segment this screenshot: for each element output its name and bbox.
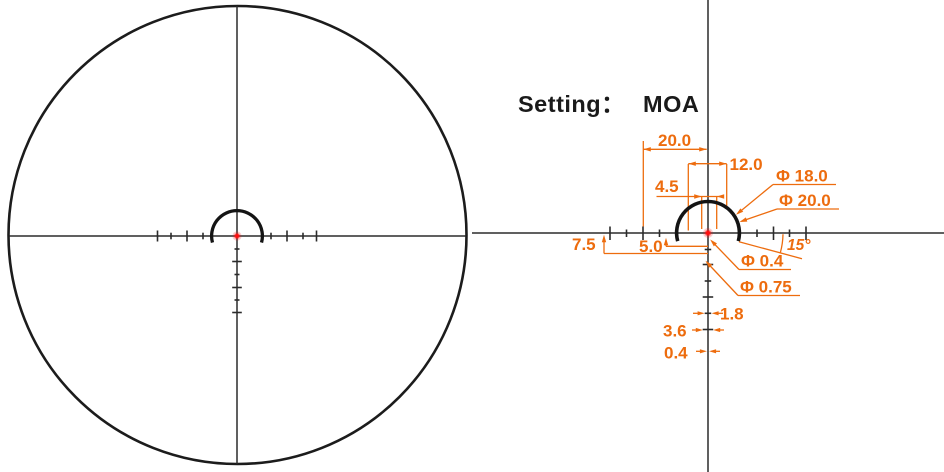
dim-long-tick-label: 3.6 xyxy=(663,322,687,341)
arrowhead xyxy=(713,327,721,333)
diagram-horizontal-ticks xyxy=(609,226,807,240)
arrowhead xyxy=(711,311,719,316)
dim-line-thickness-label: 0.4 xyxy=(664,344,688,363)
dim-mid-width-label: 12.0 xyxy=(730,155,763,174)
arrowhead xyxy=(719,161,727,166)
dim-long-tick: 3.6 xyxy=(663,322,724,341)
arrowhead xyxy=(697,311,705,316)
dim-short-tick: 1.8 xyxy=(693,305,744,324)
arrowhead xyxy=(709,349,717,354)
arrowhead xyxy=(736,208,744,215)
dim-left-subtension-label: 7.5 xyxy=(572,235,596,254)
arrowhead xyxy=(601,234,607,243)
diagram-horseshoe-arc xyxy=(674,199,742,242)
diagram-center-dot xyxy=(703,228,713,238)
dim-center-gap: 4.5 xyxy=(655,177,725,199)
dim-arc-outer-label: Φ 20.0 xyxy=(779,191,831,210)
dim-center-gap-label: 4.5 xyxy=(655,177,679,196)
dim-arc-end-angle: 15° xyxy=(738,234,811,260)
arrowhead xyxy=(699,147,707,152)
dim-arc-inner-label: Φ 18.0 xyxy=(776,167,828,186)
arrowhead xyxy=(643,147,651,152)
dim-outer-width: 20.0 xyxy=(643,131,707,152)
dim-arc-to-tick-gap: 5.0 xyxy=(639,237,708,256)
dim-left-subtension: 7.5 xyxy=(572,234,708,255)
arrowhead xyxy=(699,349,707,354)
dim-mid-width: 12.0 xyxy=(688,155,763,174)
dim-arc-angle-label: 15° xyxy=(787,237,811,254)
dim-dot-diameter: Φ 0.4 xyxy=(710,239,791,271)
scope-horizontal-ticks xyxy=(156,230,318,242)
dim-dot-diameter-label: Φ 0.4 xyxy=(741,252,784,271)
arrowhead xyxy=(695,327,703,333)
arrowhead xyxy=(716,194,725,199)
scope-center-dot xyxy=(232,231,242,241)
dim-short-tick-label: 1.8 xyxy=(720,305,744,324)
dim-arc-outer-diameter: Φ 20.0 xyxy=(739,191,839,222)
setting-label: Setting： xyxy=(518,91,625,117)
scope-horseshoe-arc xyxy=(209,209,265,243)
setting-value: MOA xyxy=(643,91,699,117)
arrowhead xyxy=(663,237,669,246)
dim-arc-gap-label: 5.0 xyxy=(639,237,663,256)
dim-line-thickness: 0.4 xyxy=(664,344,720,363)
dimension-diagram: Setting： MOA xyxy=(472,0,944,472)
arrowhead xyxy=(739,217,748,222)
scope-vertical-ticks xyxy=(232,248,242,314)
arrowhead xyxy=(710,239,717,247)
arrowhead xyxy=(705,260,713,268)
dim-arc-inner-diameter: Φ 18.0 xyxy=(736,167,836,215)
arrowhead xyxy=(694,194,702,199)
scope-view xyxy=(7,4,468,466)
dim-dot-outer-label: Φ 0.75 xyxy=(740,278,792,297)
arrowhead xyxy=(688,161,696,166)
dim-outer-width-label: 20.0 xyxy=(658,131,691,150)
dim-dot-outer-diameter: Φ 0.75 xyxy=(705,260,800,297)
